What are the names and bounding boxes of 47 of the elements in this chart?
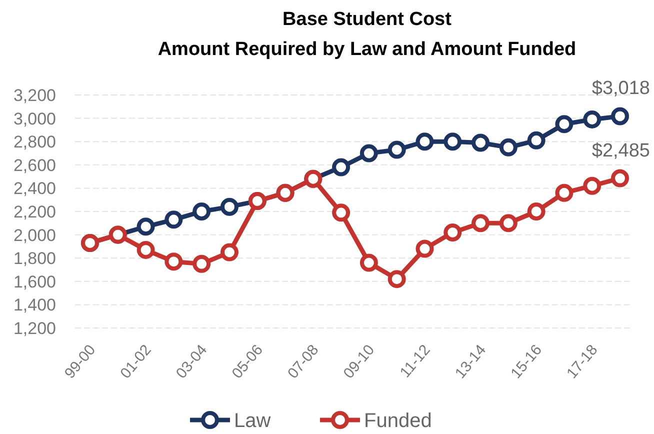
y-tick-label: 3,000 xyxy=(13,109,56,128)
point xyxy=(136,218,155,236)
y-tick-label: 2,400 xyxy=(13,179,56,198)
point xyxy=(164,210,183,229)
point xyxy=(388,140,406,159)
point xyxy=(192,202,211,220)
legend-label: Law xyxy=(234,410,272,432)
point xyxy=(360,254,378,272)
point xyxy=(416,240,434,258)
point xyxy=(499,214,518,232)
point xyxy=(360,144,378,162)
y-tick-label: 1,200 xyxy=(13,318,56,338)
point xyxy=(136,240,155,259)
point xyxy=(472,134,490,152)
point xyxy=(611,107,629,126)
y-tick-label: 2,200 xyxy=(13,202,56,222)
y-tick-label: 1,800 xyxy=(13,249,56,268)
chart-title: Base Student Cost xyxy=(282,9,452,30)
point xyxy=(583,110,602,128)
y-tick-label: 1,400 xyxy=(13,296,56,315)
point xyxy=(555,115,574,134)
point xyxy=(611,169,629,188)
point xyxy=(499,138,518,156)
y-tick-label: 1,600 xyxy=(13,272,56,292)
point xyxy=(527,131,546,150)
point xyxy=(164,252,183,271)
point xyxy=(192,254,211,273)
y-tick-label: 2,000 xyxy=(13,226,56,245)
y-tick-label: 2,600 xyxy=(13,156,56,175)
point xyxy=(444,132,462,151)
point xyxy=(220,198,238,216)
point xyxy=(388,270,406,288)
point xyxy=(416,132,434,151)
point xyxy=(220,243,238,262)
annotation: $3,018 xyxy=(592,78,650,100)
point xyxy=(527,202,546,220)
annotation: $2,485 xyxy=(592,140,650,162)
point xyxy=(555,184,574,202)
chart-subtitle: Amount Required by Law and Amount Funded xyxy=(158,39,576,60)
y-tick-label: 3,200 xyxy=(13,86,56,105)
point xyxy=(583,176,602,195)
y-tick-label: 2,800 xyxy=(13,132,56,152)
point xyxy=(472,214,490,232)
point xyxy=(444,223,462,242)
legend-label: Funded xyxy=(364,410,432,432)
point xyxy=(332,204,350,222)
point xyxy=(332,158,350,176)
